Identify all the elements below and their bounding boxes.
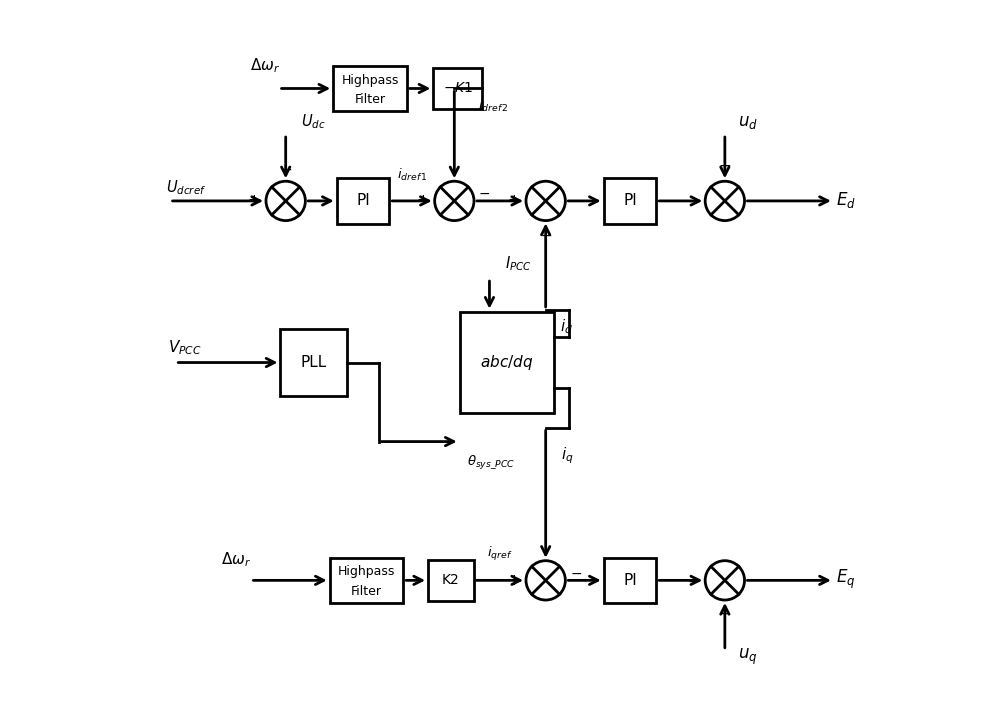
Bar: [604, 557, 656, 603]
Text: K2: K2: [442, 573, 460, 587]
Text: $u_q$: $u_q$: [738, 647, 757, 668]
Text: $E_q$: $E_q$: [836, 567, 855, 591]
Text: $\theta_{sys\_PCC}$: $\theta_{sys\_PCC}$: [467, 454, 515, 472]
Text: $-$: $-$: [687, 194, 700, 208]
Text: $-$: $-$: [540, 228, 552, 242]
Text: +: +: [718, 607, 731, 622]
Bar: [433, 68, 482, 109]
Text: PI: PI: [623, 573, 637, 588]
Text: $u_d$: $u_d$: [738, 112, 757, 131]
Text: $\Delta\omega_r$: $\Delta\omega_r$: [221, 550, 252, 569]
Text: $i_{qref}$: $i_{qref}$: [487, 545, 513, 563]
Text: +: +: [718, 159, 731, 174]
Text: $I_{PCC}$: $I_{PCC}$: [505, 254, 532, 272]
Bar: [337, 178, 389, 224]
Text: +: +: [508, 573, 520, 588]
Bar: [428, 560, 474, 601]
Bar: [333, 65, 407, 112]
Text: $U_{dcref}$: $U_{dcref}$: [166, 178, 206, 197]
Text: PI: PI: [356, 193, 370, 208]
Bar: [460, 311, 554, 414]
Text: PLL: PLL: [301, 355, 327, 370]
Text: $-$: $-$: [478, 186, 490, 200]
Text: Filter: Filter: [351, 585, 382, 598]
Text: $i_{dref\,2}$: $i_{dref\,2}$: [478, 98, 508, 114]
Text: $-$: $-$: [570, 565, 582, 579]
Text: +: +: [508, 193, 520, 208]
Text: PI: PI: [623, 193, 637, 208]
Bar: [280, 329, 347, 396]
Text: $-$: $-$: [687, 573, 700, 587]
Text: $V_{PCC}$: $V_{PCC}$: [168, 338, 202, 357]
Text: Highpass: Highpass: [338, 565, 395, 579]
Text: Highpass: Highpass: [341, 73, 399, 87]
Text: $E_d$: $E_d$: [836, 190, 856, 210]
Bar: [330, 557, 403, 603]
Text: +: +: [248, 193, 260, 208]
Text: $-$: $-$: [280, 161, 292, 176]
Text: $\Delta\omega_r$: $\Delta\omega_r$: [250, 57, 280, 75]
Text: $i_d$: $i_d$: [560, 317, 573, 336]
Text: +: +: [416, 193, 429, 208]
Text: $i_{dref\,1}$: $i_{dref\,1}$: [397, 167, 427, 183]
Bar: [604, 178, 656, 224]
Text: $abc / dq$: $abc / dq$: [480, 353, 534, 372]
Text: $-K1$: $-K1$: [443, 82, 473, 95]
Text: $U_{dc}$: $U_{dc}$: [301, 112, 326, 131]
Text: $i_q$: $i_q$: [561, 445, 574, 466]
Text: Filter: Filter: [355, 93, 386, 106]
